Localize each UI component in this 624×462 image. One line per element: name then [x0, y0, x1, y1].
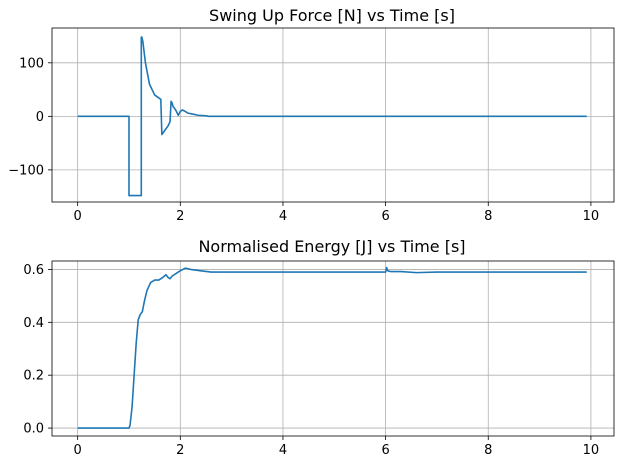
energy-x-tick-label: 2	[176, 443, 184, 458]
energy-plot-frame	[51, 260, 615, 437]
force-plot-title: Swing Up Force [N] vs Time [s]	[209, 6, 455, 25]
energy-y-tick-label: 0.2	[23, 369, 44, 384]
force-x-tick-label: 6	[381, 209, 389, 224]
energy-x-tick-label: 8	[484, 443, 492, 458]
force-y-tick-label: −100	[8, 163, 44, 178]
force-x-tick-label: 0	[74, 209, 82, 224]
energy-y-tick-label: 0.4	[23, 316, 44, 331]
energy-x-tick-label: 10	[583, 443, 600, 458]
energy-x-tick-label: 0	[74, 443, 82, 458]
force-y-tick-label: 100	[19, 56, 44, 71]
force-x-tick-label: 4	[279, 209, 287, 224]
force-x-tick-label: 2	[176, 209, 184, 224]
energy-series-line	[77, 266, 587, 429]
force-plot-frame	[51, 27, 615, 203]
energy-plot: Normalised Energy [J] vs Time [s] 0 2 4 6 8 1…	[23, 237, 615, 458]
force-x-tick-label: 8	[484, 209, 492, 224]
energy-plot-title: Normalised Energy [J] vs Time [s]	[198, 237, 465, 256]
energy-y-tick-label: 0.0	[23, 422, 44, 437]
energy-x-tick-label: 4	[279, 443, 287, 458]
energy-y-tick-label: 0.6	[23, 263, 44, 278]
force-plot: Swing Up Force [N] vs Time [s] 0 2 4 6 8 10 −1…	[8, 6, 615, 224]
force-y-tick-label: 0	[36, 110, 44, 125]
energy-x-tick-label: 6	[381, 443, 389, 458]
force-series-line	[77, 36, 587, 197]
force-x-tick-label: 10	[583, 209, 600, 224]
